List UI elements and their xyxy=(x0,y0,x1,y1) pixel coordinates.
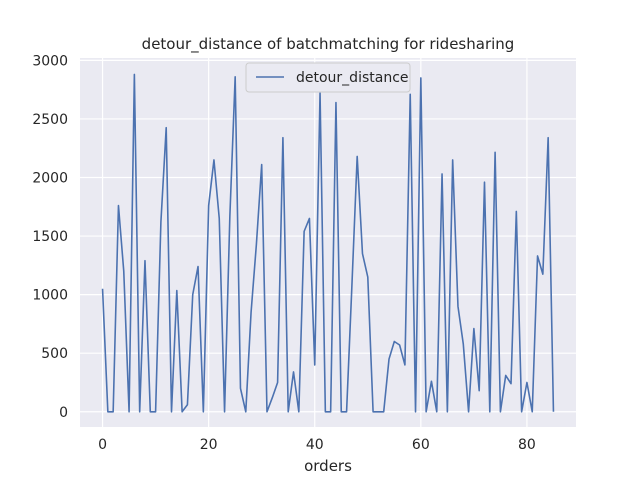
x-tick-label: 0 xyxy=(98,437,107,453)
y-tick-label: 1000 xyxy=(32,288,68,304)
plot-area xyxy=(80,58,576,427)
x-tick-label: 20 xyxy=(200,437,218,453)
legend-box xyxy=(245,62,411,93)
y-tick-label: 500 xyxy=(41,346,68,362)
y-tick-label: 2000 xyxy=(32,170,68,186)
x-tick-label: 40 xyxy=(306,437,324,453)
x-tick-label: 60 xyxy=(412,437,430,453)
y-tick-label: 2500 xyxy=(32,112,68,128)
x-axis-label: orders xyxy=(304,457,352,475)
chart-title: detour_distance of batchmatching for rid… xyxy=(142,35,515,54)
y-tick-label: 1500 xyxy=(32,229,68,245)
legend-label: detour_distance xyxy=(296,70,409,86)
y-tick-label: 0 xyxy=(59,405,68,421)
y-tick-label: 3000 xyxy=(32,53,68,69)
series-line-detour-distance xyxy=(101,73,555,413)
y-tick-labels: 0 500 1000 1500 2000 2500 3000 xyxy=(32,53,68,420)
legend: detour_distance xyxy=(245,62,411,93)
x-tick-labels: 0 20 40 60 80 xyxy=(98,437,536,453)
x-tick-label: 80 xyxy=(518,437,536,453)
